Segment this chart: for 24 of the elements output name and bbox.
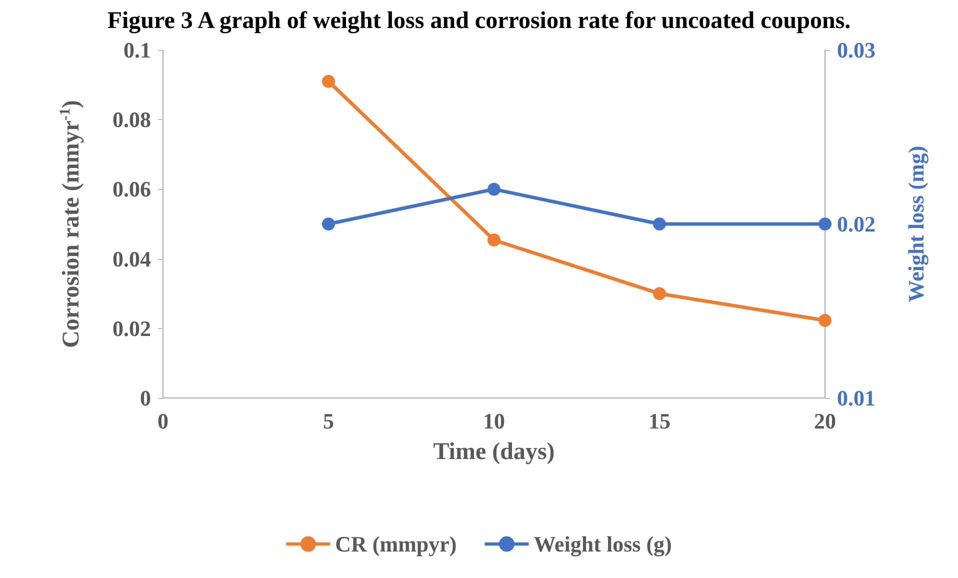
y-axis-title: Corrosion rate (mmyr-1) — [58, 100, 84, 348]
x-tick-label: 0 — [158, 408, 168, 434]
y-tick-label: 0.08 — [112, 107, 151, 132]
y2-axis-title: Weight loss (mg) — [904, 146, 928, 302]
y-tick-label: 0.1 — [124, 38, 151, 62]
point — [322, 74, 335, 88]
legend-label: Weight loss (g) — [534, 532, 672, 556]
x-tick-label: 5 — [323, 408, 334, 434]
x-axis-title: Time (days) — [433, 439, 555, 465]
point — [653, 287, 666, 300]
y-tick-label: 0 — [140, 386, 151, 410]
x-tick-label: 15 — [648, 408, 670, 434]
x-tick-label: 20 — [814, 408, 836, 434]
y2-tick-label: 0.02 — [837, 212, 876, 236]
legend-label: CR (mmpyr) — [335, 532, 457, 556]
chart-title: Figure 3 A graph of weight loss and corrosion rate for uncoated coupons. — [107, 8, 851, 34]
y2-tick-label: 0.01 — [837, 386, 876, 410]
y-tick-label: 0.06 — [112, 176, 151, 202]
y-tick-label: 0.04 — [112, 246, 151, 272]
y-tick-label: 0.02 — [112, 316, 151, 341]
point — [818, 314, 832, 327]
y2-tick-label: 0.03 — [837, 38, 876, 62]
x-tick-label: 10 — [483, 408, 505, 434]
point — [488, 234, 500, 247]
